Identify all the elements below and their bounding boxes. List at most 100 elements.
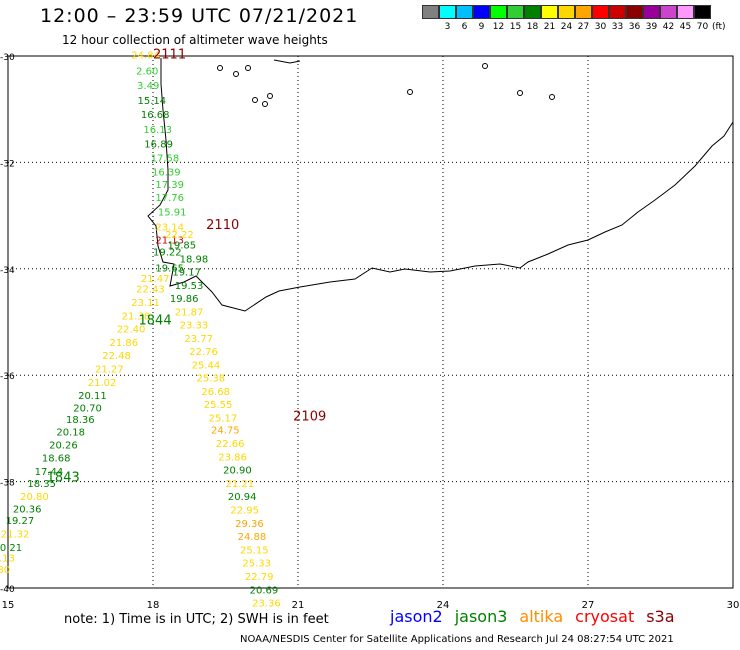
track-value-label: 21.87: [175, 308, 204, 319]
track-value-label: 25.17: [209, 413, 238, 424]
coastline: [147, 58, 734, 312]
track-value-label: 20.18: [56, 427, 85, 438]
legend-label: 15: [509, 22, 522, 32]
island-outline: [262, 101, 268, 107]
track-value-label: 19.85: [168, 241, 197, 252]
track-value-label: 25.44: [192, 360, 221, 371]
island-outline: [217, 65, 223, 71]
track-value-label: 20.80: [20, 492, 49, 503]
track-value-label: 23.11: [131, 298, 160, 309]
lat-tick-label: -40: [0, 585, 15, 595]
track-value-label: 23.14: [155, 222, 184, 233]
track-value-label: 25.15: [240, 545, 269, 556]
pass-label: 2111: [153, 48, 186, 63]
track-value-label: 23.36: [252, 599, 281, 610]
legend-label: 24: [560, 22, 573, 32]
track-value-label: 20.69: [250, 585, 279, 596]
legend-label: 18: [526, 22, 539, 32]
track-value-label: 19.65: [155, 263, 184, 274]
track-value-label: 22.80: [0, 565, 10, 576]
legend-labels: 3 6 9 12 15 18 21 24 27 30 33 36 39 42 45 70 (ft): [422, 22, 726, 32]
track-value-label: 21.27: [95, 365, 124, 376]
track-value-label: 23.13: [0, 553, 15, 564]
legend-label: 70: [696, 22, 709, 32]
lon-tick-label: 15: [2, 600, 15, 611]
track-value-label: 16.13: [143, 125, 172, 136]
legend-swatch: [643, 5, 660, 19]
track-value-label: 21.13: [155, 235, 184, 246]
track-value-label: 19.53: [175, 281, 204, 292]
island-outline: [517, 90, 523, 96]
island-outline: [482, 63, 488, 69]
pass-label: 2110: [206, 218, 239, 233]
track-value-label: 21.02: [88, 378, 117, 389]
lon-tick-label: 18: [147, 600, 160, 611]
pass-label: 2109: [293, 409, 326, 424]
lat-tick-label: -38: [0, 479, 15, 489]
satellite-name-altika: altika: [519, 607, 564, 626]
track-value-label: 17.58: [151, 153, 180, 164]
satellite-name-jason2: jason2: [390, 607, 443, 626]
track-value-label: 21.38: [122, 311, 151, 322]
track-value-label: 22.48: [102, 351, 131, 362]
pass-label: 1843: [47, 471, 80, 486]
satellite-legend: jason2 jason3 altika cryosat s3a: [390, 607, 687, 626]
track-value-label: 25.55: [204, 400, 233, 411]
legend-swatch: [490, 5, 507, 19]
footer-credit: NOAA/NESDIS Center for Satellite Applica…: [240, 634, 674, 645]
track-value-label: 16.89: [144, 140, 173, 151]
lat-tick-label: -30: [0, 53, 15, 63]
track-value-label: 20.90: [223, 466, 252, 477]
track-value-label: 21.47: [141, 274, 170, 285]
track-value-label: 16.68: [141, 110, 170, 121]
track-value-label: 25.33: [242, 559, 271, 570]
legend-label: 6: [461, 22, 468, 32]
track-value-label: 19.22: [153, 248, 182, 259]
legend-swatch: [609, 5, 626, 19]
legend-swatch: [439, 5, 456, 19]
lon-tick-label: 30: [727, 600, 740, 611]
legend-swatch: [473, 5, 490, 19]
legend-label: 21: [543, 22, 556, 32]
track-value-label: 21.21: [226, 479, 255, 490]
track-value-label: 15.91: [158, 208, 187, 219]
lat-tick-label: -34: [0, 266, 15, 276]
track-value-label: 23.77: [184, 334, 213, 345]
track-value-label: 22.95: [230, 506, 259, 517]
track-value-label: 17.39: [155, 180, 184, 191]
legend-label: 27: [577, 22, 590, 32]
lon-tick-label: 24: [437, 600, 450, 611]
legend-swatch: [524, 5, 541, 19]
island-outline: [233, 71, 239, 77]
track-value-label: 24.84: [131, 51, 160, 62]
page-subtitle: 12 hour collection of altimeter wave hei…: [62, 33, 328, 47]
legend-label: 12: [492, 22, 505, 32]
legend-swatch: [626, 5, 643, 19]
track-value-label: 17.76: [155, 193, 184, 204]
color-legend: 3 6 9 12 15 18 21 24 27 30 33 36 39 42 45 70 (ft): [422, 5, 726, 32]
track-value-label: 18.68: [42, 453, 71, 464]
legend-swatch: [660, 5, 677, 19]
pass-label: 1844: [139, 314, 172, 329]
track-value-label: 18.36: [66, 415, 95, 426]
axis-ticks: 15 18 21 24 27 30 -30 -32 -34 -36 -38 -40: [0, 53, 739, 611]
track-value-label: 23.86: [218, 452, 247, 463]
legend-label: 36: [628, 22, 641, 32]
track-value-label: 17.44: [35, 467, 64, 478]
satellite-name-jason3: jason3: [454, 607, 508, 626]
lon-tick-label: 21: [292, 600, 305, 611]
track-value-label: 18.35: [27, 479, 56, 490]
track-value-label: 26.68: [201, 387, 230, 398]
track-value-label: 20.36: [13, 504, 42, 515]
map-border: [7, 55, 734, 589]
track-value-label: 20.70: [73, 403, 102, 414]
legend-swatches: [422, 5, 726, 19]
legend-swatch: [456, 5, 473, 19]
lat-tick-label: -36: [0, 372, 15, 382]
track-value-label: 21.32: [1, 529, 30, 540]
track-value-label: 22.40: [117, 325, 146, 336]
track-value-label: 29.36: [235, 519, 264, 530]
page-title: 12:00 – 23:59 UTC 07/21/2021: [40, 5, 359, 27]
legend-swatch: [422, 5, 439, 19]
